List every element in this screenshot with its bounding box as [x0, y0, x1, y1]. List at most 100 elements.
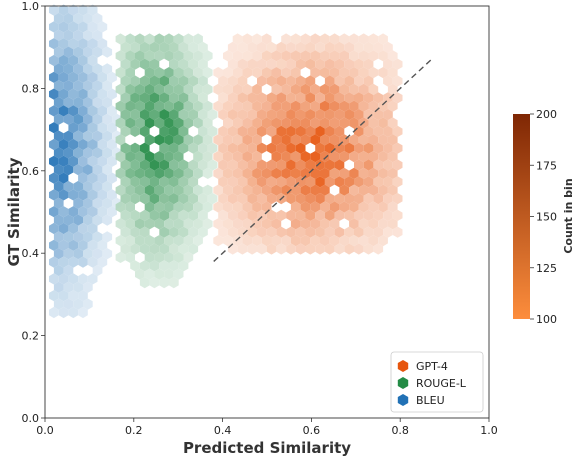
hex-bin-gpt-4 — [373, 226, 384, 238]
hex-bin-gpt-4 — [310, 67, 320, 79]
hex-bin-bleu — [83, 96, 93, 109]
hex-bin-bleu — [107, 122, 117, 134]
hex-bin-rouge-l — [159, 75, 169, 87]
hex-bin-gpt-4 — [286, 226, 296, 238]
hex-bin-gpt-4 — [378, 50, 388, 62]
hex-bin-rouge-l — [125, 83, 135, 95]
hex-bin-gpt-4 — [320, 184, 330, 196]
hex-bin-rouge-l — [198, 209, 208, 221]
hex-bin-bleu — [83, 12, 93, 25]
hex-bin-gpt-4 — [286, 176, 296, 188]
hex-bin-rouge-l — [125, 218, 135, 230]
hex-bin-rouge-l — [169, 41, 179, 53]
hex-bin-rouge-l — [198, 142, 208, 154]
hex-bin-bleu — [58, 54, 69, 67]
hex-bin-rouge-l — [154, 134, 165, 146]
hex-bin-rouge-l — [115, 184, 126, 196]
hex-bin-rouge-l — [193, 167, 203, 179]
hex-bin-gpt-4 — [339, 151, 350, 163]
hex-bin-gpt-4 — [286, 58, 296, 70]
hex-bin-bleu — [73, 46, 83, 58]
hex-bin-rouge-l — [144, 235, 155, 247]
hex-bin-rouge-l — [130, 209, 140, 221]
hex-bin-gpt-4 — [232, 201, 243, 213]
x-tick-layer: 0.0 0.2 0.4 0.6 0.8 1.0 — [36, 418, 498, 437]
hex-bin-gpt-4 — [349, 167, 359, 179]
hex-bin-bleu — [58, 155, 69, 167]
hex-bin-rouge-l — [188, 142, 199, 154]
hex-bin-bleu — [92, 147, 103, 159]
hex-bin-bleu — [73, 214, 83, 226]
hex-bin-rouge-l — [139, 41, 150, 53]
hex-bin-gpt-4 — [242, 218, 253, 230]
hex-bin-gpt-4 — [218, 193, 228, 205]
hex-bin-gpt-4 — [257, 75, 267, 87]
hex-bin-gpt-4 — [368, 184, 379, 196]
hex-bin-bleu — [97, 71, 108, 83]
hex-bin-rouge-l — [149, 92, 160, 104]
hex-bin-bleu — [53, 164, 64, 176]
hex-bin-bleu — [87, 222, 98, 235]
hex-bin-rouge-l — [202, 67, 213, 79]
hex-bin-gpt-4 — [358, 151, 369, 163]
hex-bin-rouge-l — [173, 117, 184, 129]
hex-bin-rouge-l — [130, 260, 140, 272]
hex-bin-rouge-l — [159, 109, 169, 121]
hex-bin-bleu — [49, 172, 59, 184]
hex-bin-rouge-l — [169, 125, 179, 137]
hex-bin-bleu — [78, 54, 88, 67]
hex-bin-bleu — [92, 63, 103, 75]
hex-bin-gpt-4 — [237, 41, 248, 53]
hex-bin-gpt-4 — [271, 235, 282, 247]
hex-bin-gpt-4 — [227, 109, 238, 121]
hex-bin-rouge-l — [135, 83, 145, 95]
hex-bin-rouge-l — [125, 50, 135, 62]
hex-bin-gpt-4 — [368, 50, 379, 62]
hex-bin-bleu — [87, 71, 98, 83]
hex-bin-rouge-l — [207, 159, 218, 171]
hex-bin-gpt-4 — [334, 75, 345, 87]
hex-bin-gpt-4 — [339, 201, 350, 213]
hex-bin-rouge-l — [120, 159, 131, 171]
hex-bin-rouge-l — [139, 277, 150, 289]
hex-bin-rouge-l — [178, 260, 189, 272]
hex-bin-gpt-4 — [242, 134, 253, 146]
hex-bin-gpt-4 — [320, 151, 330, 163]
colorbar-tick-label: 125 — [536, 262, 557, 275]
hex-bin-rouge-l — [159, 209, 169, 221]
hex-bin-bleu — [58, 206, 69, 218]
hex-bin-gpt-4 — [257, 176, 267, 188]
hex-bin-gpt-4 — [247, 58, 257, 70]
hex-bin-bleu — [83, 298, 93, 310]
hex-bin-gpt-4 — [300, 83, 311, 95]
hex-bin-rouge-l — [178, 109, 189, 121]
hex-bin-rouge-l — [178, 193, 189, 205]
hex-bin-rouge-l — [125, 184, 135, 196]
hex-bin-rouge-l — [144, 83, 155, 95]
hex-bin-gpt-4 — [334, 92, 345, 104]
hex-bin-rouge-l — [202, 167, 213, 179]
hex-bin-gpt-4 — [344, 41, 354, 53]
hex-bin-rouge-l — [193, 33, 203, 45]
hex-bin-gpt-4 — [373, 209, 384, 221]
hex-bin-gpt-4 — [266, 159, 277, 171]
hex-bin-gpt-4 — [344, 176, 354, 188]
hex-bin-rouge-l — [130, 41, 140, 53]
hex-bin-gpt-4 — [387, 117, 398, 129]
hex-bin-bleu — [53, 147, 64, 159]
hex-bin-gpt-4 — [383, 226, 393, 238]
hex-bin-rouge-l — [139, 159, 150, 171]
hex-bin-gpt-4 — [310, 83, 320, 95]
hex-bin-rouge-l — [125, 151, 135, 163]
hex-bin-gpt-4 — [286, 159, 296, 171]
hex-bin-bleu — [97, 256, 108, 268]
hex-bin-rouge-l — [120, 125, 131, 137]
hex-bin-gpt-4 — [286, 209, 296, 221]
hex-bin-gpt-4 — [320, 33, 330, 45]
hex-bin-rouge-l — [139, 226, 150, 238]
hex-bin-bleu — [97, 105, 108, 117]
hex-bin-gpt-4 — [349, 218, 359, 230]
hex-bin-bleu — [92, 214, 103, 226]
hex-bin-gpt-4 — [368, 33, 379, 45]
hex-bin-bleu — [49, 239, 59, 251]
